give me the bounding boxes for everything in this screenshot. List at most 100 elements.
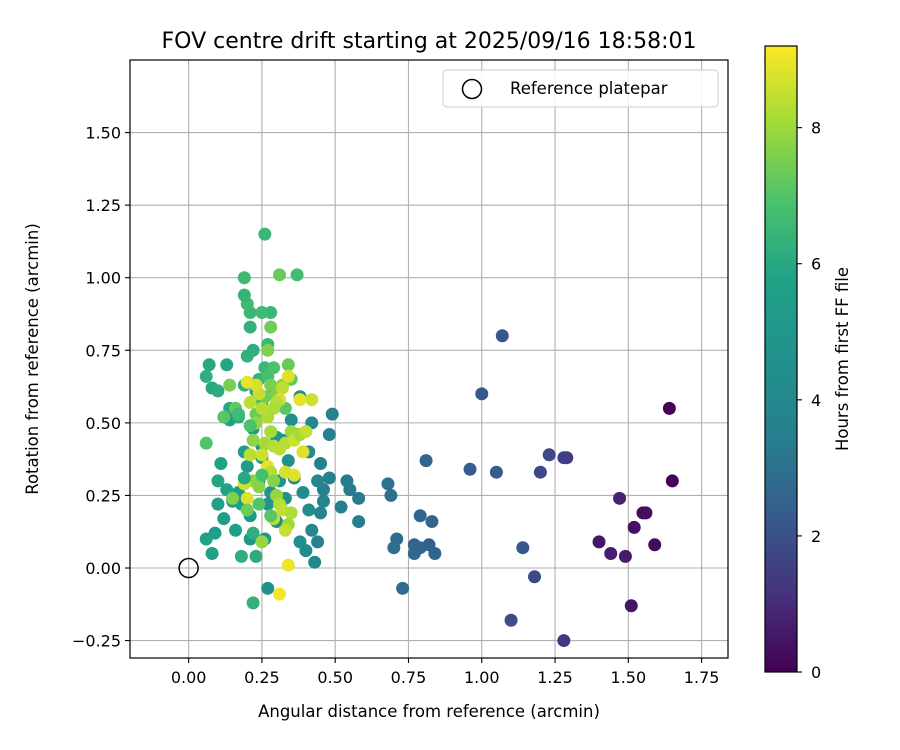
grid-lines (130, 60, 728, 658)
colorbar-ticks: 0 2 4 6 8 (797, 119, 821, 682)
data-point (273, 587, 286, 601)
data-point (264, 509, 278, 523)
x-tick-label: 0.50 (317, 668, 353, 687)
data-point (314, 506, 328, 520)
data-point (237, 471, 251, 485)
data-point (557, 634, 571, 648)
data-point (240, 491, 254, 505)
data-point (240, 375, 254, 389)
data-point (199, 532, 213, 546)
data-point (557, 451, 571, 465)
data-point (384, 488, 398, 502)
data-point (246, 433, 260, 447)
chart-title: FOV centre drift starting at 2025/09/16 … (162, 29, 697, 54)
data-point (267, 474, 281, 488)
data-point (255, 448, 269, 462)
data-point (252, 497, 266, 511)
data-point (334, 500, 348, 514)
data-point (246, 596, 260, 610)
legend-entry-reference: Reference platepar (510, 79, 668, 98)
y-tick-label: 0.00 (85, 559, 121, 578)
colorbar-tick-label: 4 (811, 391, 821, 410)
data-point (243, 320, 257, 334)
data-point (322, 427, 336, 441)
colorbar-tick-label: 2 (811, 527, 821, 546)
data-point (264, 320, 278, 334)
data-point (618, 549, 632, 563)
data-point (624, 599, 638, 613)
data-point (237, 288, 251, 302)
data-point (314, 457, 328, 471)
data-point (223, 378, 237, 392)
data-point (284, 506, 298, 520)
data-point (489, 465, 503, 479)
reference-marker (178, 557, 199, 579)
x-tick-label: 0.75 (391, 668, 427, 687)
x-axis-ticks: 0.00 0.25 0.50 0.75 1.00 1.25 1.50 1.75 (171, 658, 720, 687)
data-point (325, 407, 339, 421)
data-point (261, 343, 275, 357)
data-point (287, 468, 301, 482)
data-point (255, 306, 269, 320)
data-point (516, 541, 530, 555)
data-point (264, 425, 278, 439)
data-point (316, 494, 330, 508)
data-point (284, 413, 298, 427)
data-point (199, 369, 213, 383)
data-point (648, 538, 662, 552)
data-point (533, 465, 547, 479)
data-point (243, 419, 257, 433)
data-point (425, 515, 439, 529)
data-point (381, 477, 395, 491)
data-point (240, 459, 254, 473)
data-point (234, 549, 248, 563)
colorbar-gradient (764, 45, 798, 673)
data-point (613, 491, 627, 505)
data-point (352, 515, 366, 529)
y-tick-label: 0.50 (85, 414, 121, 433)
data-point (252, 480, 266, 494)
data-point (293, 393, 307, 407)
data-point (258, 227, 272, 241)
data-point (340, 474, 354, 488)
y-tick-label: 0.75 (85, 341, 121, 360)
data-point (249, 549, 263, 563)
data-point (281, 454, 295, 468)
reference-marker-group (178, 557, 199, 579)
data-point (214, 457, 228, 471)
legend-box (442, 69, 719, 108)
data-point (308, 555, 322, 569)
x-tick-label: 1.75 (684, 668, 720, 687)
data-point (311, 535, 325, 549)
data-point (255, 468, 269, 482)
data-point (240, 503, 254, 517)
data-point (199, 436, 213, 450)
data-point (296, 445, 310, 459)
x-tick-label: 1.50 (611, 668, 647, 687)
data-point (211, 497, 225, 511)
colorbar-tick-label: 6 (811, 255, 821, 274)
data-point (419, 454, 433, 468)
data-point (463, 462, 477, 476)
data-point (205, 546, 219, 560)
data-point (352, 491, 366, 505)
data-point (243, 448, 257, 462)
colorbar-tick-label: 0 (811, 663, 821, 682)
data-point (299, 425, 313, 439)
data-point (604, 546, 618, 560)
x-tick-label: 0.25 (244, 668, 280, 687)
x-tick-label: 1.25 (537, 668, 573, 687)
data-point (261, 581, 275, 595)
data-point (475, 387, 489, 401)
data-point (662, 401, 676, 415)
data-point (246, 526, 260, 540)
data-point (229, 523, 243, 537)
legend-marker-icon (461, 78, 483, 100)
data-point (273, 268, 286, 282)
data-point (302, 503, 316, 517)
data-point (267, 361, 281, 375)
x-tick-label: 0.00 (171, 668, 207, 687)
data-point (246, 343, 260, 357)
data-point (322, 471, 336, 485)
